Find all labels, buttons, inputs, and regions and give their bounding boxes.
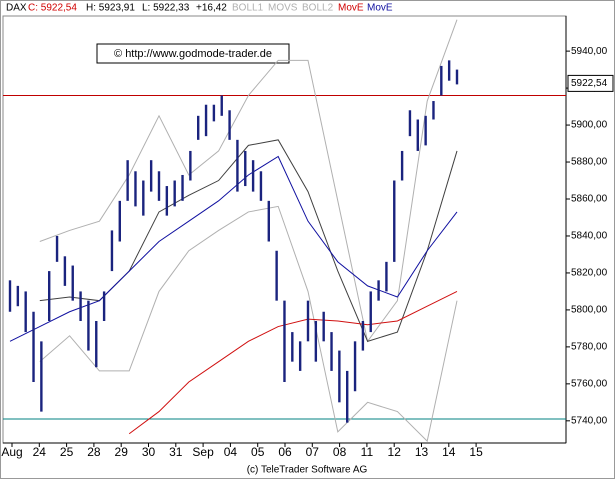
x-tick-label: 08 [333, 445, 347, 459]
symbol: DAX [6, 3, 27, 14]
indicator: BOLL1 [232, 3, 264, 14]
watermark-box [96, 43, 290, 64]
low: L: 5922,33 [142, 3, 190, 14]
indicator-line [9, 155, 458, 342]
x-tick-label: 07 [306, 445, 320, 459]
change: +16,42 [196, 3, 227, 14]
y-tick-label: 5740,00 [571, 415, 608, 426]
indicator: MovE [338, 3, 364, 14]
x-tick-label: 24 [33, 445, 47, 459]
x-tick-label: 04 [224, 445, 238, 459]
header: DAX C: 5922,54 H: 5923,91 L: 5922,33 +16… [6, 3, 393, 14]
y-tick-label: 5760,00 [571, 378, 608, 389]
footer: (c) TeleTrader Software AG [247, 465, 368, 476]
indicator: BOLL2 [302, 3, 334, 14]
watermark: © http://www.godmode-trader.de [114, 48, 272, 60]
y-tick-label: 5820,00 [571, 268, 608, 279]
x-tick-label: Sep [192, 445, 214, 459]
x-tick-label: 06 [278, 445, 292, 459]
y-tick-label: 5780,00 [571, 342, 608, 353]
x-tick-label: 25 [60, 445, 74, 459]
indicator: MOVS [268, 3, 298, 14]
x-tick-label: 15 [469, 445, 483, 459]
x-tick-label: 14 [442, 445, 456, 459]
last-price-label: 5922,54 [571, 78, 608, 89]
y-tick-label: 5840,00 [571, 231, 608, 242]
x-tick-label: Aug [1, 445, 22, 459]
close: C: 5922,54 [28, 3, 77, 14]
x-tick-label: 29 [115, 445, 129, 459]
y-tick-label: 5900,00 [571, 120, 608, 131]
y-tick-label: 5860,00 [571, 194, 608, 205]
indicator-line [128, 290, 458, 435]
high: H: 5923,91 [86, 3, 135, 14]
plot [3, 19, 566, 443]
y-tick-label: 5940,00 [571, 46, 608, 57]
x-tick-label: 30 [142, 445, 156, 459]
y-tick-label: 5800,00 [571, 305, 608, 316]
x-tick-label: 13 [415, 445, 429, 459]
indicator: MovE [367, 3, 393, 14]
x-tick-label: 31 [169, 445, 183, 459]
x-tick-label: 05 [251, 445, 265, 459]
x-tick-label: 28 [87, 445, 101, 459]
last-price-box [567, 74, 614, 92]
indicator-line [39, 205, 458, 443]
indicator-line [39, 19, 458, 343]
x-tick-label: 11 [361, 445, 374, 459]
y-tick-label: 5880,00 [571, 157, 608, 168]
x-tick-label: 12 [388, 445, 402, 459]
